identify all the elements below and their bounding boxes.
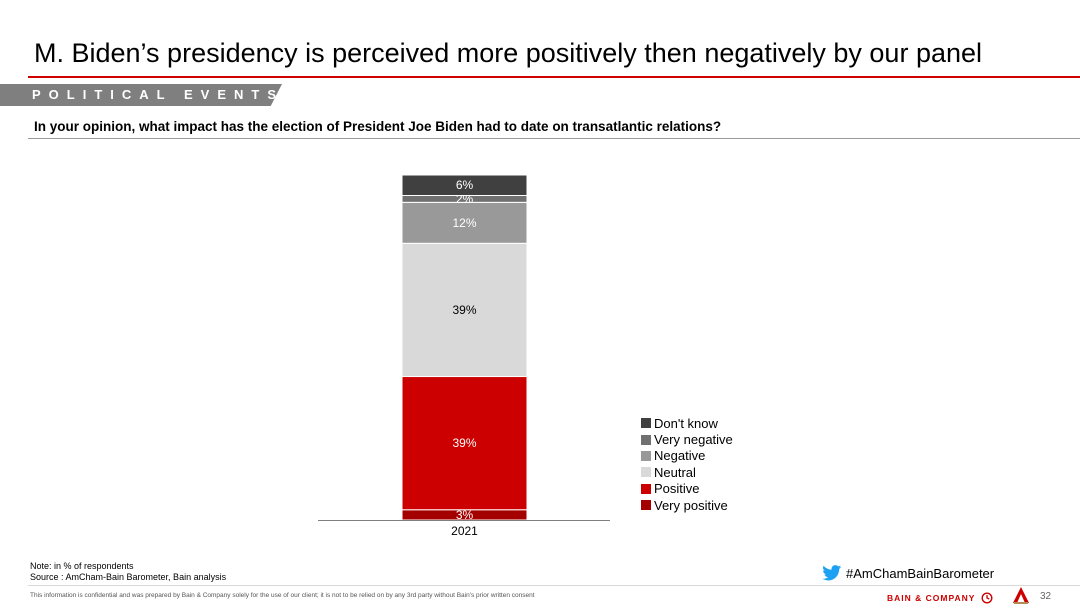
legend-label-very-positive: Very positive	[654, 497, 728, 513]
x-tick-label: 2021	[451, 524, 478, 538]
legend-item-negative: Negative	[641, 448, 733, 464]
footer-divider	[28, 585, 1080, 586]
twitter-bird-icon	[822, 565, 842, 581]
bar-segment-neutral	[401, 242, 528, 378]
page-title: M. Biden’s presidency is perceived more …	[34, 38, 983, 68]
data-label-don-t-know: 6%	[456, 178, 474, 192]
bain-clock-icon	[981, 592, 993, 604]
legend-swatch-negative	[641, 450, 651, 461]
note-text: Note: in % of respondents	[30, 561, 134, 571]
data-label-neutral: 39%	[452, 303, 476, 317]
section-tag: POLITICAL EVENTS	[0, 84, 282, 106]
legend-swatch-very-negative	[641, 434, 651, 445]
title-divider	[28, 76, 1080, 78]
page-number: 32	[1040, 591, 1052, 602]
legend-item-positive: Positive	[641, 481, 733, 497]
legend-swatch-dont-know	[641, 418, 651, 429]
legend-item-very-positive: Very positive	[641, 497, 733, 513]
legend-item-neutral: Neutral	[641, 464, 733, 480]
confidentiality-disclaimer: This information is confidential and was…	[30, 592, 535, 599]
legend-swatch-very-positive	[641, 500, 651, 511]
bain-logo-text: BAIN & COMPANY	[887, 593, 976, 603]
legend-label-very-negative: Very negative	[654, 432, 733, 448]
bar-segment-don-t-know	[401, 174, 528, 196]
data-label-negative: 12%	[452, 216, 476, 230]
amcham-logo-icon	[1013, 587, 1029, 604]
bar-segment-positive	[401, 376, 528, 511]
legend-label-negative: Negative	[654, 448, 706, 464]
legend-swatch-neutral	[641, 467, 651, 478]
legend-item-very-negative: Very negative	[641, 431, 733, 447]
question-divider	[28, 138, 1080, 139]
legend-label-neutral: Neutral	[654, 464, 696, 480]
section-tag-label: POLITICAL EVENTS	[32, 87, 284, 102]
survey-question: In your opinion, what impact has the ele…	[34, 119, 722, 134]
bain-brand: BAIN & COMPANY	[887, 592, 993, 604]
chart-notes: Note: in % of respondents Source : AmCha…	[30, 561, 226, 583]
legend-label-positive: Positive	[654, 481, 700, 497]
legend-label-dont-know: Don't know	[654, 415, 718, 431]
chart-legend: Don't know Very negative Negative Neutra…	[641, 415, 733, 513]
data-label-very-positive: 3%	[456, 508, 474, 522]
legend-item-dont-know: Don't know	[641, 415, 733, 431]
legend-swatch-positive	[641, 483, 651, 494]
data-label-positive: 39%	[452, 436, 476, 450]
hashtag-text: #AmChamBainBarometer	[846, 565, 995, 581]
source-text: Source : AmCham-Bain Barometer, Bain ana…	[30, 572, 227, 582]
hashtag[interactable]: #AmChamBainBarometer	[822, 565, 994, 581]
